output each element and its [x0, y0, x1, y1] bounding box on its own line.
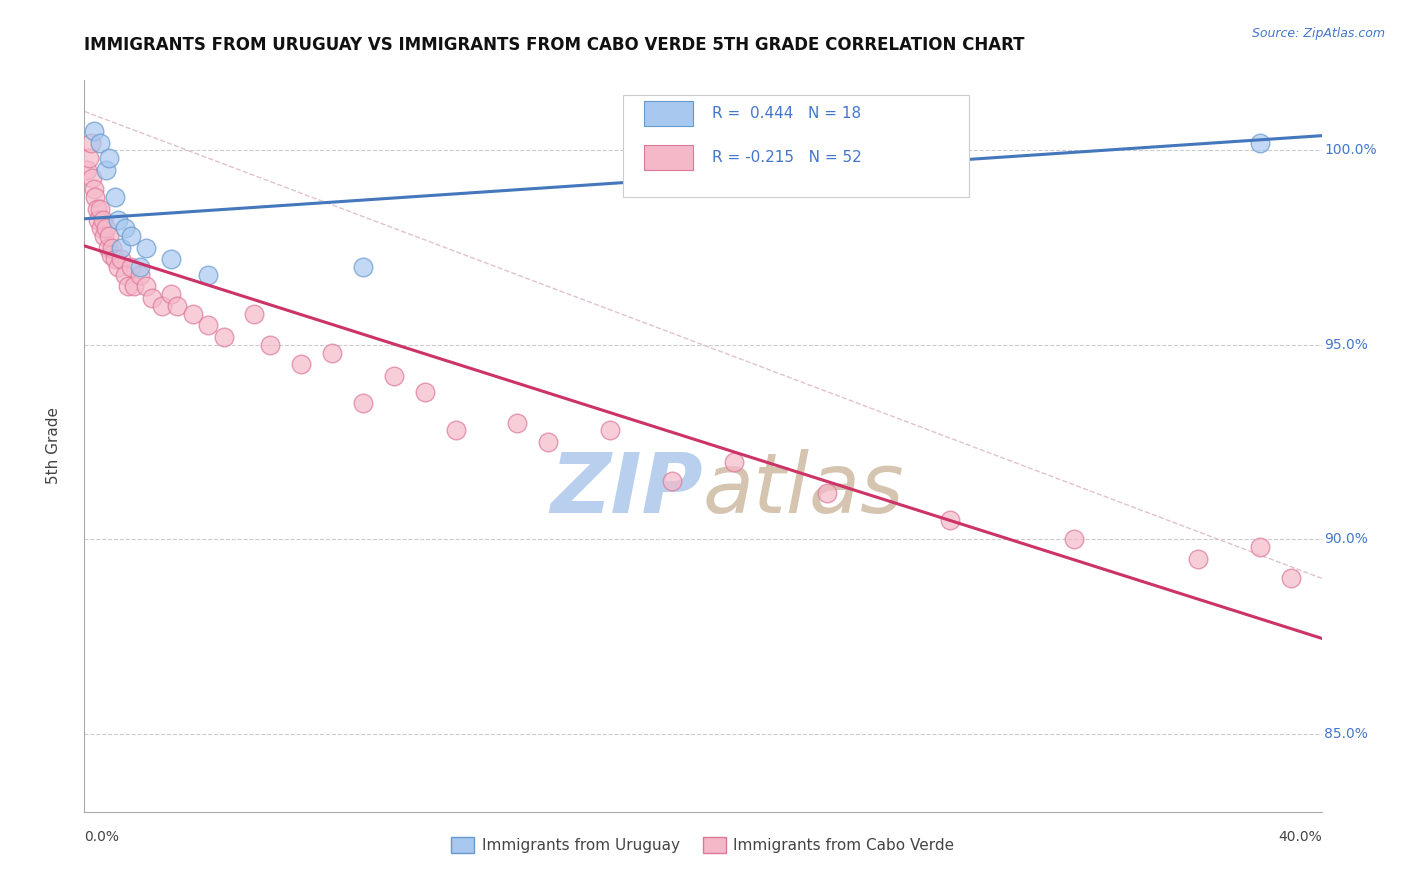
Point [120, 260, 142, 274]
Point [98, 228, 121, 243]
Point [815, 485, 838, 500]
Point [101, 241, 124, 255]
Point [599, 424, 621, 438]
Point [352, 260, 374, 274]
Point [83, 182, 105, 196]
Point [259, 338, 281, 352]
Text: ZIP: ZIP [550, 450, 703, 531]
Point [1279, 571, 1302, 585]
Point [1249, 136, 1271, 150]
Point [107, 260, 129, 274]
Point [212, 330, 235, 344]
Text: 40.0%: 40.0% [1278, 830, 1322, 844]
Point [89, 202, 111, 216]
Point [117, 279, 139, 293]
Point [129, 268, 152, 282]
Point [506, 416, 529, 430]
Point [93, 228, 115, 243]
Text: atlas: atlas [703, 450, 904, 531]
Point [114, 221, 136, 235]
Point [94, 221, 117, 235]
Text: IMMIGRANTS FROM URUGUAY VS IMMIGRANTS FROM CABO VERDE 5TH GRADE CORRELATION CHAR: IMMIGRANTS FROM URUGUAY VS IMMIGRANTS FR… [84, 36, 1025, 54]
Point [1187, 551, 1209, 566]
Point [150, 299, 173, 313]
FancyBboxPatch shape [644, 145, 693, 170]
Point [94, 162, 117, 177]
Point [197, 268, 219, 282]
Point [129, 260, 152, 274]
Point [87, 213, 110, 227]
Point [79, 136, 101, 150]
Text: 95.0%: 95.0% [1324, 338, 1368, 351]
Point [413, 384, 436, 399]
Point [86, 202, 108, 216]
Point [82, 170, 104, 185]
Point [110, 252, 132, 267]
Point [321, 345, 343, 359]
Text: R = -0.215   N = 52: R = -0.215 N = 52 [711, 150, 862, 165]
Point [160, 252, 183, 267]
Point [290, 357, 312, 371]
Text: 90.0%: 90.0% [1324, 533, 1368, 547]
Point [100, 248, 122, 262]
Point [135, 279, 157, 293]
Point [1063, 533, 1085, 547]
Point [83, 124, 105, 138]
Point [135, 241, 157, 255]
Text: 5th Grade: 5th Grade [46, 408, 60, 484]
Point [723, 454, 745, 468]
Point [120, 228, 142, 243]
Point [107, 213, 129, 227]
Point [537, 435, 560, 450]
Point [98, 151, 121, 165]
Text: 0.0%: 0.0% [84, 830, 120, 844]
Text: 100.0%: 100.0% [1324, 144, 1376, 157]
Point [160, 287, 183, 301]
Point [110, 241, 132, 255]
Point [114, 268, 136, 282]
Legend: Immigrants from Uruguay, Immigrants from Cabo Verde: Immigrants from Uruguay, Immigrants from… [446, 830, 960, 859]
Point [122, 279, 145, 293]
FancyBboxPatch shape [644, 101, 693, 127]
Point [181, 307, 204, 321]
Point [166, 299, 188, 313]
Point [1249, 540, 1271, 554]
Point [939, 513, 962, 527]
Text: 85.0%: 85.0% [1324, 727, 1368, 741]
Point [84, 190, 107, 204]
Point [661, 474, 683, 488]
Text: Source: ZipAtlas.com: Source: ZipAtlas.com [1251, 27, 1385, 40]
Point [352, 396, 374, 410]
Text: R =  0.444   N = 18: R = 0.444 N = 18 [711, 106, 860, 121]
Point [91, 213, 114, 227]
FancyBboxPatch shape [623, 95, 969, 197]
Point [141, 291, 163, 305]
Point [908, 112, 931, 127]
Point [444, 424, 467, 438]
Point [104, 190, 127, 204]
Point [382, 368, 405, 383]
Point [197, 318, 219, 333]
Point [89, 136, 111, 150]
Point [90, 221, 112, 235]
Point [243, 307, 266, 321]
Point [104, 252, 127, 267]
Point [96, 241, 118, 255]
Point [77, 151, 100, 165]
Point [76, 162, 98, 177]
